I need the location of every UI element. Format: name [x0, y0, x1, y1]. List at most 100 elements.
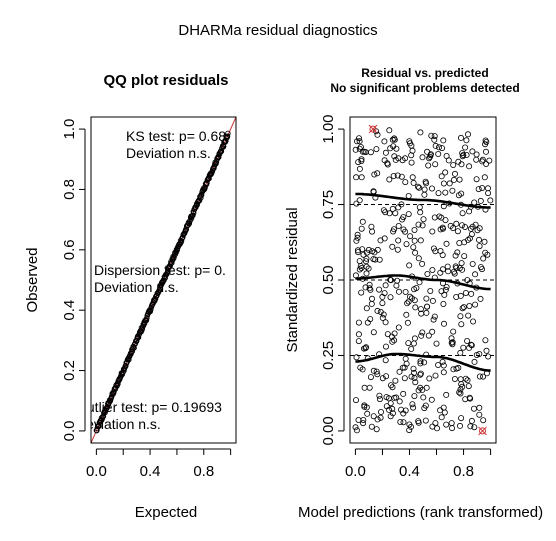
- residual-point: [423, 180, 430, 187]
- residual-point: [428, 185, 435, 192]
- residual-plot-x-axis-label: Model predictions (rank transformed): [298, 504, 543, 521]
- qq-y-tick-label: 0.2: [61, 360, 78, 381]
- residual-point: [473, 176, 480, 183]
- residual-point: [458, 260, 465, 267]
- residual-point: [425, 332, 432, 339]
- residual-point: [353, 200, 360, 207]
- residual-point: [481, 238, 488, 245]
- residual-y-tick-label: 0.00: [320, 416, 337, 445]
- residual-point: [395, 155, 402, 162]
- residual-point: [476, 225, 483, 232]
- residual-point: [381, 290, 388, 297]
- residual-point: [463, 151, 470, 158]
- residual-point: [453, 293, 460, 300]
- residual-point: [376, 286, 383, 293]
- residual-point: [389, 243, 396, 250]
- residual-point: [456, 176, 463, 183]
- residual-point: [471, 358, 478, 365]
- residual-vs-predicted-panel: Residual vs. predicted No significant pr…: [284, 66, 543, 521]
- residual-point: [416, 184, 423, 191]
- residual-point: [371, 171, 378, 178]
- residual-point: [423, 384, 430, 391]
- residual-point: [389, 205, 396, 212]
- residual-point: [426, 375, 433, 382]
- residual-point: [373, 368, 380, 375]
- residual-point: [352, 424, 359, 431]
- residual-point: [480, 373, 487, 380]
- residual-point: [377, 408, 384, 415]
- residual-point: [387, 294, 394, 301]
- residual-point: [416, 279, 423, 286]
- residual-point: [390, 172, 397, 179]
- residual-point: [358, 225, 365, 232]
- residual-point: [362, 258, 369, 265]
- residual-plot-frame: [349, 116, 497, 444]
- residual-point: [464, 131, 471, 138]
- residual-point: [397, 418, 404, 425]
- residual-point: [450, 176, 457, 183]
- residual-point: [482, 337, 489, 344]
- residual-point: [437, 226, 444, 233]
- residual-point: [377, 414, 384, 421]
- residual-point: [417, 129, 424, 136]
- residual-point: [457, 313, 464, 320]
- residual-point: [481, 174, 488, 181]
- qq-annotation-2-line-1: Dispersion test: p= 0.: [94, 262, 226, 278]
- residual-point: [371, 249, 378, 256]
- residual-point: [365, 246, 372, 253]
- qq-point: [128, 349, 135, 355]
- residual-plot-title-line-1: Residual vs. predicted: [361, 66, 488, 80]
- residual-point: [379, 314, 386, 321]
- residual-point: [424, 270, 431, 277]
- residual-point: [415, 387, 422, 394]
- residual-point: [450, 328, 457, 335]
- residual-point: [360, 416, 367, 423]
- residual-point: [463, 137, 470, 144]
- residual-point: [431, 136, 438, 143]
- residual-point: [472, 301, 479, 308]
- residual-point: [417, 237, 424, 244]
- residual-point: [460, 344, 467, 351]
- residual-point: [356, 165, 363, 172]
- residual-point: [432, 248, 439, 255]
- residual-point: [425, 162, 432, 169]
- qq-point: [152, 296, 159, 302]
- residual-point: [406, 421, 413, 428]
- residual-point: [442, 169, 449, 176]
- residual-point: [485, 353, 492, 360]
- outlier-marker: [368, 124, 378, 134]
- residual-point: [389, 384, 396, 391]
- residual-point: [409, 401, 416, 408]
- residual-point: [436, 213, 443, 220]
- residual-point: [421, 191, 428, 198]
- residual-point: [402, 228, 409, 235]
- residual-point: [382, 319, 389, 326]
- residual-point: [438, 173, 445, 180]
- residual-x-tick-label: 0.0: [345, 463, 366, 480]
- residual-point: [449, 339, 456, 346]
- residual-point: [386, 127, 393, 134]
- residual-point: [464, 337, 471, 344]
- residual-point: [363, 305, 370, 312]
- qq-plot-frame: [90, 116, 237, 444]
- residual-point: [365, 265, 372, 272]
- residual-point: [457, 292, 464, 299]
- residual-point: [360, 251, 367, 258]
- residual-point: [410, 340, 417, 347]
- residual-plot-title-line-2: No significant problems detected: [330, 81, 519, 95]
- residual-point: [359, 366, 366, 373]
- outlier-point: [369, 125, 377, 133]
- residual-point: [352, 397, 359, 404]
- qq-y-tick-label: 0.8: [61, 179, 78, 200]
- residual-point: [398, 201, 405, 208]
- residual-point: [439, 358, 446, 365]
- residual-point: [439, 252, 446, 259]
- residual-point: [415, 255, 422, 262]
- qq-point: [215, 154, 222, 160]
- residual-point: [358, 289, 365, 296]
- residual-point: [364, 410, 371, 417]
- residual-point: [405, 211, 412, 218]
- residual-point: [383, 403, 390, 410]
- residual-point: [363, 255, 370, 262]
- quantile-curve-0.75: [355, 192, 491, 209]
